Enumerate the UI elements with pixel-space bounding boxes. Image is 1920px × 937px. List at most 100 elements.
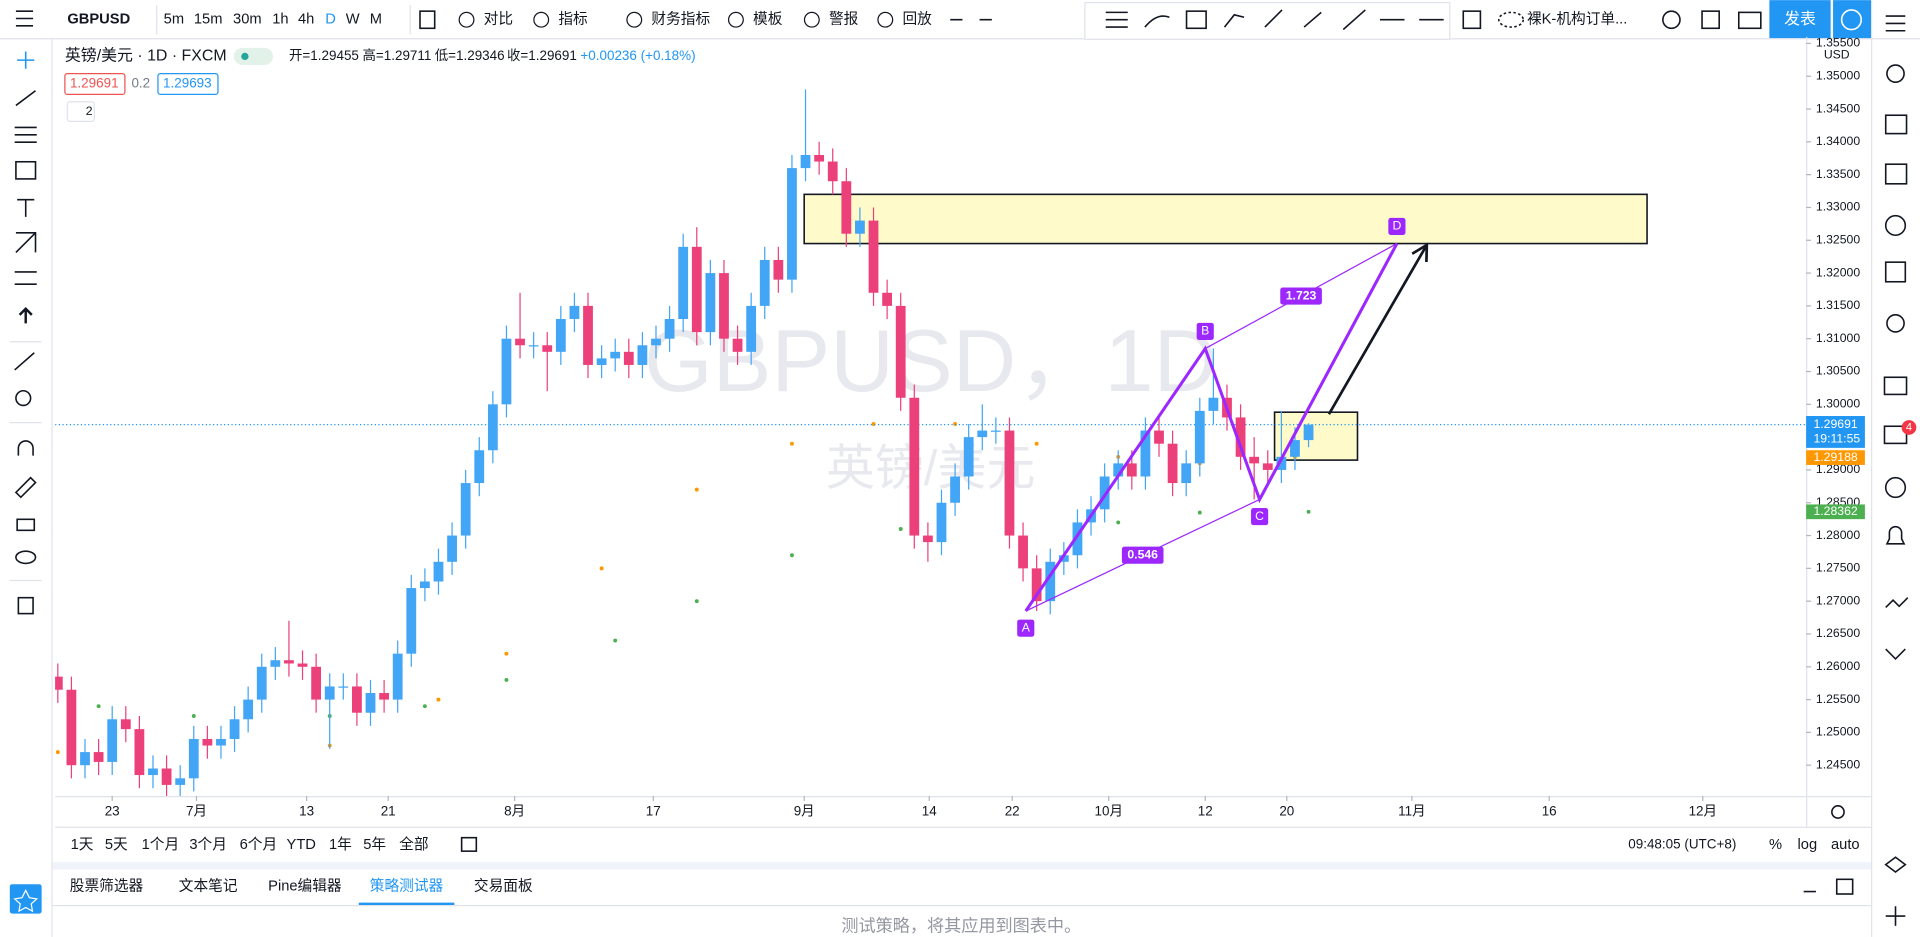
legend-open: 开=1.29455 bbox=[289, 48, 359, 63]
range-button[interactable]: 3个月 bbox=[189, 836, 227, 853]
candle-body bbox=[827, 161, 838, 182]
publish-label[interactable]: 发表 bbox=[1784, 10, 1816, 28]
panel-tab[interactable]: 交易面板 bbox=[474, 877, 533, 895]
zone-box bbox=[1273, 411, 1359, 461]
star-icon bbox=[13, 888, 39, 913]
panel-message: 测试策略，将其应用到图表中。 bbox=[841, 916, 1081, 936]
chart-type-icon[interactable] bbox=[419, 10, 436, 30]
log-toggle[interactable]: log bbox=[1798, 837, 1818, 853]
sell-box[interactable] bbox=[64, 72, 126, 96]
pattern-point-badge bbox=[1196, 322, 1214, 340]
toolbar-button[interactable]: 模板 bbox=[753, 10, 783, 28]
button-icon[interactable] bbox=[877, 11, 894, 28]
range-button[interactable]: 1天 bbox=[71, 837, 94, 853]
candle-body bbox=[501, 338, 512, 405]
y-tick-label: 1.26000 bbox=[1816, 659, 1860, 673]
candle-body bbox=[107, 719, 118, 762]
camera-icon[interactable] bbox=[1737, 11, 1762, 30]
candle-body bbox=[188, 738, 199, 779]
candle-body bbox=[1235, 417, 1246, 457]
auto-toggle[interactable]: auto bbox=[1831, 837, 1860, 853]
goto-date[interactable] bbox=[460, 836, 478, 852]
square-icon[interactable] bbox=[1462, 10, 1482, 30]
toolbar-button[interactable]: 指标 bbox=[558, 11, 588, 28]
button-icon[interactable] bbox=[458, 11, 475, 28]
buy-price[interactable]: 1.29693 bbox=[163, 76, 212, 91]
candle-body bbox=[406, 588, 417, 654]
axis-settings[interactable] bbox=[1831, 805, 1845, 819]
panel-tab[interactable]: 股票筛选器 bbox=[70, 878, 144, 895]
candle-body bbox=[569, 305, 580, 320]
pattern-path bbox=[1024, 242, 1399, 612]
x-tick-label: 12 bbox=[1198, 804, 1213, 819]
range-button[interactable]: 5年 bbox=[363, 836, 386, 853]
candle-body bbox=[542, 345, 553, 352]
symbol[interactable]: GBPUSD bbox=[67, 12, 130, 28]
candle-body bbox=[1058, 555, 1069, 562]
currency-label: USD bbox=[1824, 47, 1850, 61]
watermark-name: 英镑/美元 bbox=[826, 441, 1035, 495]
toolbar-button[interactable]: 财务指标 bbox=[651, 11, 710, 28]
interval-button[interactable]: 1h bbox=[272, 12, 288, 28]
y-tick-label: 1.30000 bbox=[1816, 397, 1860, 411]
settings-icon[interactable] bbox=[1662, 10, 1681, 30]
interval-button[interactable]: M bbox=[370, 12, 382, 28]
buy-box[interactable] bbox=[157, 72, 219, 96]
indicator-dot bbox=[96, 704, 101, 709]
toolbar-button[interactable]: 对比 bbox=[484, 11, 513, 28]
indicator-dot bbox=[898, 527, 903, 531]
range-button[interactable]: 全部 bbox=[399, 835, 428, 853]
button-icon[interactable] bbox=[533, 11, 550, 28]
candle-body bbox=[990, 430, 1001, 432]
candle-body bbox=[1276, 456, 1287, 470]
left-toolbar bbox=[9, 39, 53, 937]
range-button[interactable]: 6个月 bbox=[240, 836, 278, 853]
candle-body bbox=[352, 686, 362, 713]
range-button[interactable]: YTD bbox=[287, 837, 316, 853]
arrow-line bbox=[1327, 244, 1428, 415]
panel-tab[interactable]: 策略测试器 bbox=[370, 878, 444, 895]
button-icon[interactable] bbox=[803, 11, 820, 28]
candle-body bbox=[419, 581, 430, 589]
pattern-point-label: D bbox=[1392, 219, 1401, 233]
favorites-button[interactable] bbox=[9, 884, 42, 914]
candle-body bbox=[555, 319, 566, 352]
spread: 0.2 bbox=[131, 76, 150, 91]
range-button[interactable]: 5天 bbox=[105, 837, 128, 853]
button-icon[interactable] bbox=[727, 11, 744, 28]
y-tick-label: 1.33500 bbox=[1816, 167, 1860, 181]
candle-body bbox=[365, 693, 376, 713]
fullscreen-icon[interactable] bbox=[1701, 10, 1720, 30]
replay-button[interactable] bbox=[1833, 0, 1872, 39]
interval-button[interactable]: 15m bbox=[194, 12, 223, 28]
candle-body bbox=[284, 660, 294, 664]
candle-body bbox=[161, 768, 172, 785]
legend-high: 高=1.29711 bbox=[362, 47, 431, 63]
publish-button[interactable] bbox=[1769, 0, 1831, 39]
menu-icon[interactable] bbox=[15, 10, 34, 27]
candle-body bbox=[746, 305, 757, 352]
candle-body bbox=[691, 246, 702, 333]
legend-close: 收=1.29691 bbox=[507, 48, 577, 63]
range-button[interactable]: 1年 bbox=[329, 836, 352, 853]
interval-button[interactable]: W bbox=[346, 12, 360, 28]
button-icon[interactable] bbox=[626, 11, 643, 28]
candle-body bbox=[855, 220, 865, 234]
indicator-dot bbox=[1034, 441, 1039, 446]
interval-button[interactable]: D bbox=[325, 12, 336, 28]
interval-button[interactable]: 30m bbox=[233, 12, 262, 28]
collapse-box[interactable] bbox=[66, 101, 95, 122]
toolbar-button[interactable]: 警报 bbox=[829, 11, 859, 28]
range-button[interactable]: 1个月 bbox=[142, 836, 180, 853]
candle-body bbox=[243, 699, 254, 720]
sell-price[interactable]: 1.29691 bbox=[70, 76, 119, 91]
panel-tab[interactable]: 文本笔记 bbox=[179, 878, 238, 895]
panel-tab[interactable]: Pine编辑器 bbox=[268, 878, 342, 895]
interval-button[interactable]: 5m bbox=[164, 12, 184, 28]
collapse-count[interactable]: 2 bbox=[86, 104, 93, 118]
layout-name[interactable]: 裸K-机构订单... bbox=[1527, 11, 1627, 28]
interval-button[interactable]: 4h bbox=[298, 12, 314, 28]
toolbar-button[interactable]: 回放 bbox=[902, 11, 932, 28]
maximize-panel[interactable] bbox=[1835, 878, 1854, 895]
percent-toggle[interactable]: % bbox=[1769, 837, 1782, 853]
